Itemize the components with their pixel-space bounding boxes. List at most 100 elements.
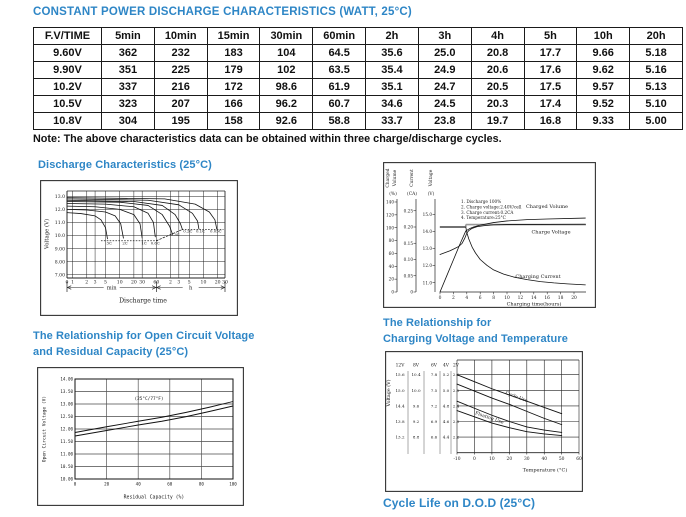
svg-text:120: 120 <box>386 212 394 217</box>
cycle-life-title: Cycle Life on D.O.D (25°C) <box>383 496 536 510</box>
svg-text:7.2: 7.2 <box>431 403 438 408</box>
svg-text:h: h <box>189 285 193 291</box>
svg-text:12.0: 12.0 <box>423 263 433 268</box>
table-header-row: F.V/TIME 5min 10min 15min 30min 60min 2h 3h 4h 5h… <box>33 27 683 45</box>
svg-text:140: 140 <box>386 200 394 205</box>
svg-text:18: 18 <box>558 296 564 301</box>
svg-text:40: 40 <box>136 482 142 487</box>
svg-text:2.2: 2.2 <box>453 435 460 440</box>
svg-text:10: 10 <box>201 280 207 286</box>
svg-text:4.4: 4.4 <box>443 435 450 440</box>
charge-temp-title-line2: Charging Voltage and Temperature <box>383 333 568 345</box>
svg-text:0.05: 0.05 <box>404 273 414 278</box>
svg-text:8.00: 8.00 <box>55 259 65 265</box>
svg-text:60: 60 <box>576 457 582 462</box>
svg-text:1C: 1C <box>141 240 146 245</box>
svg-text:11.50: 11.50 <box>60 439 73 444</box>
svg-text:6: 6 <box>479 296 482 301</box>
svg-text:(V): (V) <box>428 192 435 197</box>
svg-text:13.0: 13.0 <box>55 194 65 200</box>
svg-text:10.50: 10.50 <box>60 464 73 469</box>
svg-text:20: 20 <box>507 457 513 462</box>
column-header: 60min <box>312 27 367 45</box>
svg-text:2: 2 <box>452 296 455 301</box>
svg-text:7.8: 7.8 <box>431 372 438 377</box>
svg-text:(25°C/77°F): (25°C/77°F) <box>134 396 163 402</box>
svg-text:5.2: 5.2 <box>443 372 450 377</box>
svg-text:0: 0 <box>473 457 476 462</box>
svg-text:9.2: 9.2 <box>413 419 420 424</box>
svg-text:0: 0 <box>410 290 413 295</box>
svg-text:30: 30 <box>524 457 530 462</box>
svg-text:(%): (%) <box>389 192 397 197</box>
svg-text:2.5: 2.5 <box>453 388 460 393</box>
svg-text:min: min <box>107 285 118 291</box>
svg-text:4.6: 4.6 <box>443 419 450 424</box>
svg-text:2: 2 <box>169 280 172 286</box>
svg-text:Voltage (V): Voltage (V) <box>385 379 392 407</box>
svg-text:Cycle Use: Cycle Use <box>504 390 528 404</box>
svg-text:10.0: 10.0 <box>411 388 421 393</box>
column-header: 30min <box>259 27 314 45</box>
svg-text:Charge Voltage: Charge Voltage <box>531 230 570 236</box>
discharge-chart-title: Discharge Characteristics (25°C) <box>38 159 212 171</box>
svg-text:0.25: 0.25 <box>404 208 414 213</box>
svg-text:60: 60 <box>389 251 395 256</box>
svg-text:8V: 8V <box>413 364 420 369</box>
column-header: F.V/TIME <box>33 27 102 45</box>
svg-text:3. Charge current:0.2CA: 3. Charge current:0.2CA <box>461 210 514 215</box>
svg-text:100: 100 <box>229 482 237 487</box>
svg-text:20: 20 <box>215 280 221 286</box>
svg-text:2: 2 <box>85 280 88 286</box>
charge-temp-title-line1: The Relationship for <box>383 317 492 329</box>
svg-text:1. Discharge 100%: 1. Discharge 100% <box>461 199 501 204</box>
svg-text:Open Circuit Voltage (V): Open Circuit Voltage (V) <box>42 396 48 462</box>
svg-text:0.20: 0.20 <box>404 225 414 230</box>
svg-text:8: 8 <box>492 296 495 301</box>
svg-text:50: 50 <box>559 457 565 462</box>
svg-text:1: 1 <box>71 280 74 286</box>
svg-text:2.3: 2.3 <box>453 419 460 424</box>
column-header: 3h <box>417 27 472 45</box>
svg-text:16: 16 <box>544 296 550 301</box>
svg-text:5: 5 <box>188 280 191 286</box>
svg-text:2.4: 2.4 <box>453 403 460 408</box>
svg-text:10.00: 10.00 <box>60 477 73 482</box>
column-header: 5min <box>101 27 155 45</box>
svg-text:0.15: 0.15 <box>404 241 414 246</box>
svg-text:6V: 6V <box>431 364 438 369</box>
column-header: 20h <box>629 27 683 45</box>
svg-text:Residual Capacity (%): Residual Capacity (%) <box>124 495 185 501</box>
svg-text:20: 20 <box>104 482 110 487</box>
ocv-chart-title-line2: and Residual Capacity (25°C) <box>33 346 189 358</box>
svg-text:0: 0 <box>439 296 442 301</box>
column-header: 4h <box>470 27 525 45</box>
svg-text:2C: 2C <box>122 240 127 245</box>
svg-text:80: 80 <box>389 238 395 243</box>
svg-text:20: 20 <box>571 296 577 301</box>
svg-text:0.6C: 0.6C <box>151 240 160 245</box>
svg-text:2. Charge voltage:2.40V/cell: 2. Charge voltage:2.40V/cell <box>461 204 522 209</box>
svg-text:12.00: 12.00 <box>60 427 73 432</box>
svg-text:Charging time(hours): Charging time(hours) <box>507 301 562 308</box>
svg-text:10: 10 <box>489 457 495 462</box>
svg-text:15.6: 15.6 <box>395 372 405 377</box>
svg-text:13.0: 13.0 <box>423 246 433 251</box>
svg-text:6.6: 6.6 <box>431 435 438 440</box>
svg-text:15.0: 15.0 <box>395 388 405 393</box>
table-row: 10.5V 323 207 166 96.2 60.7 34.6 24.5 20.3 17.4 9.… <box>33 95 683 113</box>
svg-text:0: 0 <box>74 482 77 487</box>
charging-characteristics-chart: Charged Volume(%)020406080100120140Curren… <box>383 162 596 308</box>
svg-text:40: 40 <box>389 264 395 269</box>
svg-text:2.6: 2.6 <box>453 372 460 377</box>
svg-text:4V: 4V <box>443 364 450 369</box>
svg-text:20: 20 <box>389 277 395 282</box>
table-row: 9.90V 351 225 179 102 63.5 35.4 24.9 20.6 17.6 9.6… <box>33 61 683 79</box>
svg-text:7.5: 7.5 <box>431 388 438 393</box>
ocv-residual-capacity-chart: 14.00 13.50 13.00 12.50 12.00 11.50 11.00 10.50… <box>37 367 244 506</box>
svg-text:0.05C: 0.05C <box>210 229 222 234</box>
svg-text:14.0: 14.0 <box>423 229 433 234</box>
page-title: CONSTANT POWER DISCHARGE CHARACTERISTICS… <box>33 6 412 18</box>
svg-text:4. Temperature:25°C: 4. Temperature:25°C <box>461 215 506 220</box>
